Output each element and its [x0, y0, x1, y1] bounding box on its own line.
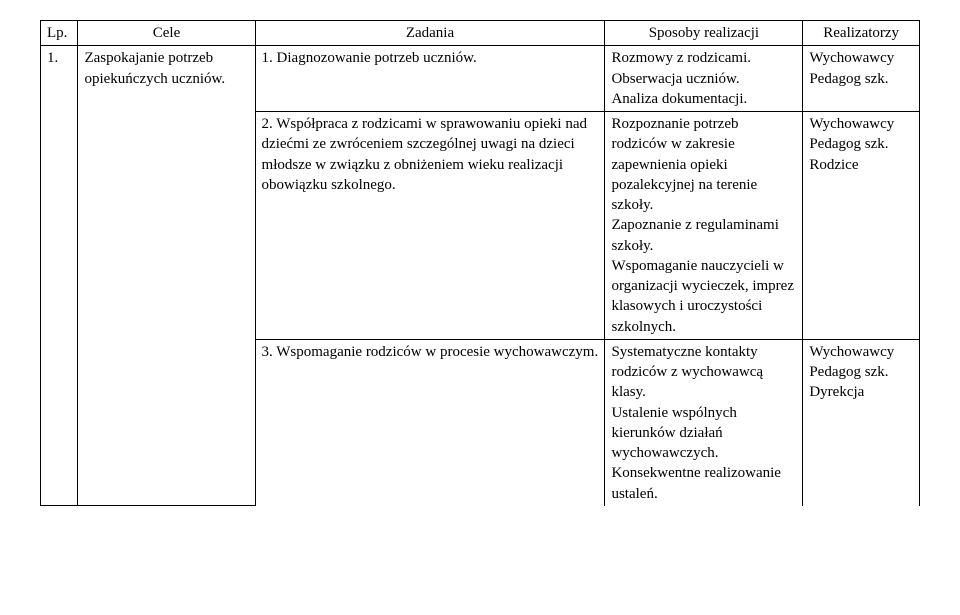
col-lp: Lp.: [41, 21, 78, 46]
cell-task: 2. Współpraca z rodzicami w sprawowaniu …: [255, 112, 605, 340]
table-row: 1. Zaspokajanie potrzeb opiekuńczych ucz…: [41, 46, 920, 112]
table-header-row: Lp. Cele Zadania Sposoby realizacji Real…: [41, 21, 920, 46]
cell-real: WychowawcyPedagog szk.Rodzice: [803, 112, 920, 340]
program-table: Lp. Cele Zadania Sposoby realizacji Real…: [40, 20, 920, 506]
cell-cele: Zaspokajanie potrzeb opiekuńczych ucznió…: [78, 46, 255, 506]
cell-ways: Rozmowy z rodzicami.Obserwacja uczniów.A…: [605, 46, 803, 112]
col-cele: Cele: [78, 21, 255, 46]
cell-num: 1.: [41, 46, 78, 506]
document-page: Lp. Cele Zadania Sposoby realizacji Real…: [0, 0, 960, 506]
cell-ways: Systematyczne kontakty rodziców z wychow…: [605, 339, 803, 506]
cell-real: WychowawcyPedagog szk.: [803, 46, 920, 112]
col-sposoby: Sposoby realizacji: [605, 21, 803, 46]
cell-real: WychowawcyPedagog szk.Dyrekcja: [803, 339, 920, 506]
cell-ways: Rozpoznanie potrzeb rodziców w zakresie …: [605, 112, 803, 340]
cell-task: 1. Diagnozowanie potrzeb uczniów.: [255, 46, 605, 112]
col-zadania: Zadania: [255, 21, 605, 46]
col-realizatorzy: Realizatorzy: [803, 21, 920, 46]
cell-task: 3. Wspomaganie rodziców w procesie wycho…: [255, 339, 605, 506]
